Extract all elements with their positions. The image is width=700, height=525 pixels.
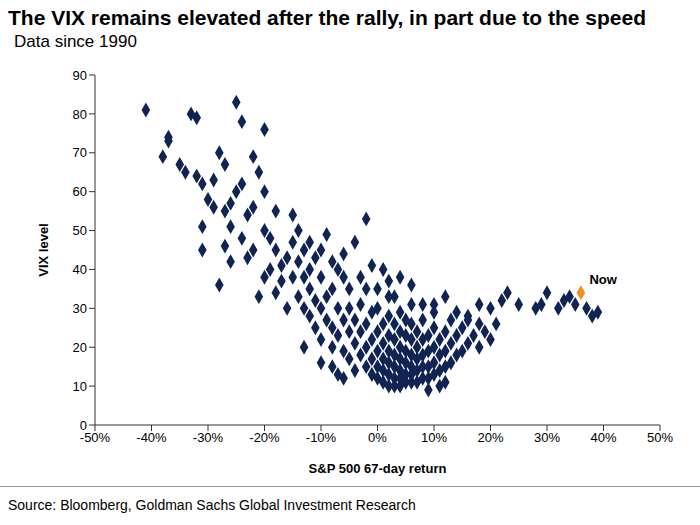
html-text:Data since 1990: Data since 1990 [14, 32, 137, 51]
svg-text:50: 50 [73, 223, 87, 238]
svg-text:30: 30 [73, 301, 87, 316]
svg-text:80: 80 [73, 107, 87, 122]
svg-text:20%: 20% [477, 430, 503, 445]
svg-text:VIX level: VIX level [36, 223, 51, 276]
svg-text:20: 20 [73, 340, 87, 355]
svg-text:-30%: -30% [193, 430, 224, 445]
svg-text:0%: 0% [368, 430, 387, 445]
svg-text:10%: 10% [421, 430, 447, 445]
svg-text:-10%: -10% [306, 430, 337, 445]
html-text:The VIX remains elevated after: The VIX remains elevated after the rally… [8, 6, 646, 29]
svg-text:40%: 40% [590, 430, 616, 445]
svg-text:60: 60 [73, 184, 87, 199]
svg-text:90: 90 [73, 68, 87, 83]
svg-text:-40%: -40% [136, 430, 167, 445]
html-text:Source: Bloomberg, Goldman Sac: Source: Bloomberg, Goldman Sachs Global … [8, 497, 416, 513]
svg-text:-20%: -20% [249, 430, 280, 445]
svg-text:S&P 500 67-day return: S&P 500 67-day return [309, 461, 447, 476]
svg-text:-50%: -50% [79, 430, 111, 446]
svg-text:40: 40 [73, 262, 87, 277]
svg-text:30%: 30% [534, 430, 560, 445]
svg-text:Now: Now [589, 272, 617, 287]
svg-text:10: 10 [73, 379, 87, 394]
svg-text:70: 70 [73, 145, 87, 160]
svg-text:0: 0 [80, 418, 87, 433]
svg-text:50%: 50% [647, 430, 673, 445]
